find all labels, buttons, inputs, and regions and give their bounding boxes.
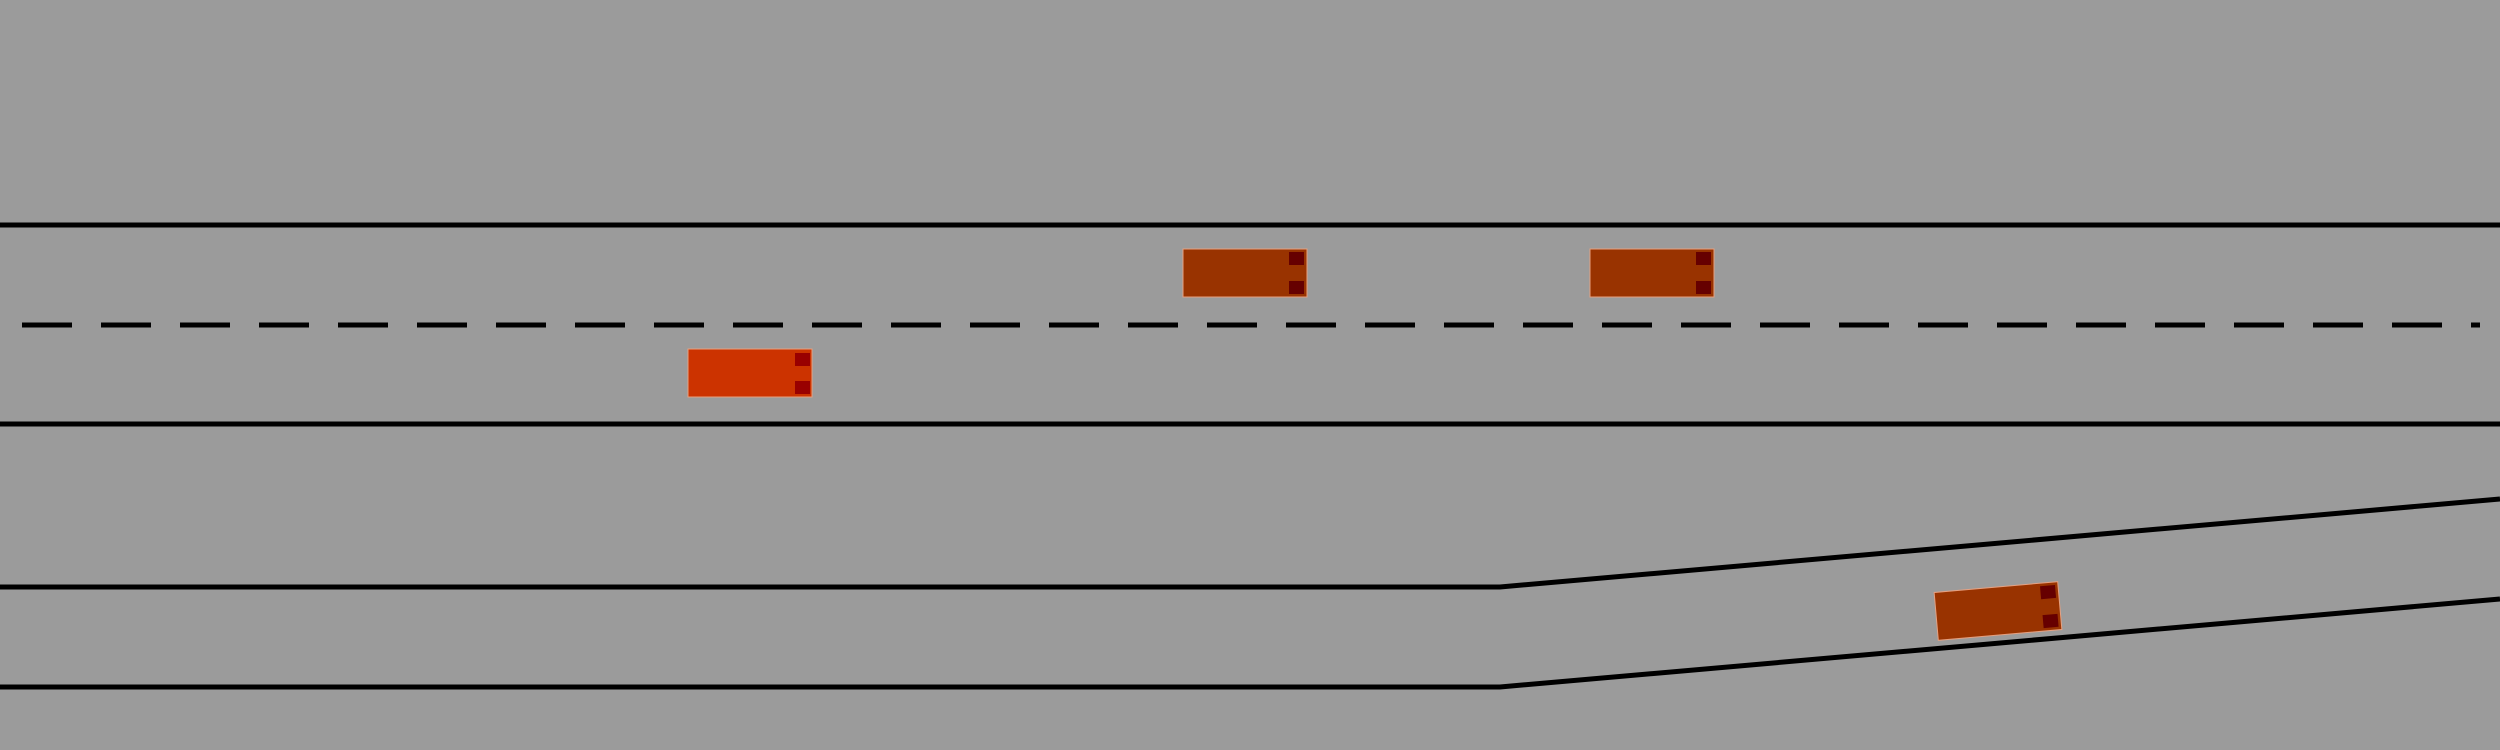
vehicle-taillight — [1289, 281, 1304, 294]
vehicle-ego — [687, 348, 813, 398]
ramp-top-edge — [0, 496, 2500, 590]
vehicle-body — [1182, 248, 1308, 298]
vehicle-body — [1589, 248, 1715, 298]
vehicle-taillight — [1696, 281, 1711, 294]
vehicle-car-2 — [1589, 248, 1715, 298]
vehicle-taillight — [795, 353, 810, 366]
vehicle-taillight — [795, 381, 810, 394]
main-road — [0, 222, 2500, 427]
ramp-road — [0, 496, 2500, 690]
vehicle-car-3 — [1933, 581, 2063, 641]
vehicle-car-1 — [1182, 248, 1308, 298]
ramp-bottom-edge — [0, 596, 2500, 690]
vehicle-body — [1933, 581, 2063, 641]
vehicle-taillight — [1696, 252, 1711, 265]
vehicle-body — [687, 348, 813, 398]
vehicle-taillight — [2040, 584, 2057, 600]
vehicle-taillight — [1289, 252, 1304, 265]
vehicle-taillight — [2042, 613, 2059, 629]
